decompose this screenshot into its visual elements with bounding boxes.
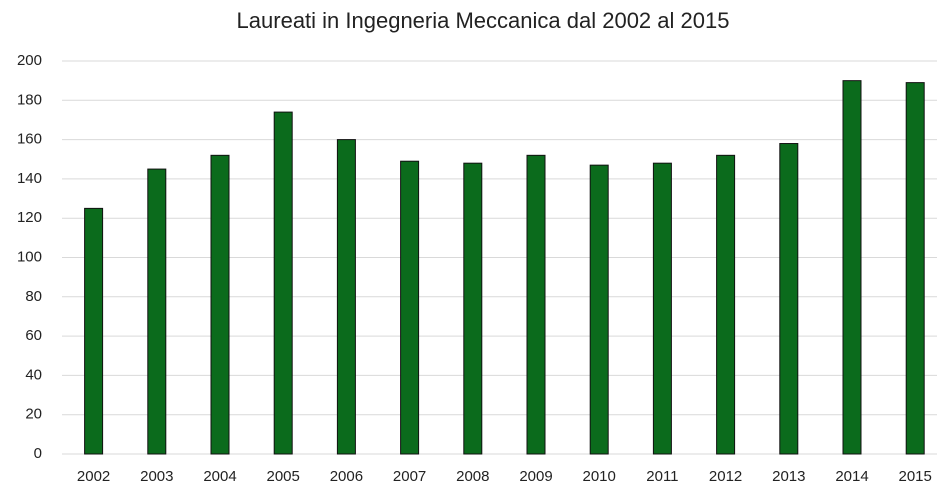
bar <box>652 162 672 455</box>
y-tick-label: 200 <box>17 52 42 69</box>
y-tick-label: 60 <box>25 327 42 344</box>
bar <box>210 154 230 455</box>
x-tick-label: 2004 <box>203 468 236 485</box>
bar <box>842 80 862 455</box>
x-tick-label: 2013 <box>772 468 805 485</box>
bar <box>779 143 799 455</box>
x-tick-label: 2015 <box>899 468 932 485</box>
y-tick-label: 100 <box>17 248 42 265</box>
x-tick-label: 2006 <box>330 468 363 485</box>
x-tick-label: 2007 <box>393 468 426 485</box>
bar <box>273 111 293 455</box>
y-tick-label: 180 <box>17 91 42 108</box>
y-tick-label: 0 <box>34 445 42 462</box>
bar <box>147 168 167 455</box>
x-tick-label: 2010 <box>583 468 616 485</box>
x-tick-label: 2011 <box>646 468 678 485</box>
x-tick-label: 2008 <box>456 468 489 485</box>
bar <box>400 160 420 455</box>
bar <box>526 154 546 455</box>
y-tick-label: 20 <box>25 406 42 423</box>
bar <box>84 207 104 455</box>
y-tick-label: 40 <box>25 366 42 383</box>
bar <box>336 139 356 455</box>
y-tick-label: 80 <box>25 288 42 305</box>
x-tick-label: 2002 <box>77 468 110 485</box>
y-tick-label: 140 <box>17 170 42 187</box>
bar <box>589 164 609 455</box>
x-tick-label: 2009 <box>519 468 552 485</box>
y-tick-label: 160 <box>17 131 42 148</box>
x-tick-label: 2003 <box>140 468 173 485</box>
bar <box>716 154 736 455</box>
x-tick-label: 2014 <box>835 468 868 485</box>
bar <box>463 162 483 455</box>
y-tick-label: 120 <box>17 209 42 226</box>
chart-title: Laureati in Ingegneria Meccanica dal 200… <box>237 8 730 33</box>
x-tick-label: 2005 <box>267 468 300 485</box>
bar <box>905 82 925 455</box>
x-tick-label: 2012 <box>709 468 742 485</box>
